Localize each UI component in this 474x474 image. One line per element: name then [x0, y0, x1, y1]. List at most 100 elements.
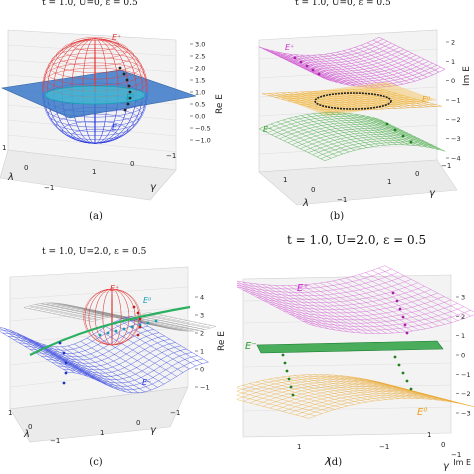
surface-E-plus-line [294, 54, 362, 87]
c-xlabel: λ [23, 429, 30, 440]
surface-E-plus-line [307, 284, 400, 333]
surface-E-minus-plane [256, 340, 444, 354]
surface-E-minus-line [354, 114, 422, 147]
surface-E-minus [258, 112, 446, 161]
c-xtick: −1 [50, 437, 60, 445]
exceptional-point [393, 355, 397, 359]
surface-E0-line [237, 399, 310, 419]
surface-E-minus-line [288, 118, 356, 151]
surface-E-minus-line [16, 332, 95, 380]
surface-E0-ring [44, 85, 146, 105]
surface-E-minus-line [270, 123, 338, 157]
surface-E-plus-line [326, 281, 420, 331]
exceptional-point [62, 351, 66, 355]
surface-E-plus-line [56, 44, 134, 67]
surface-E-minus-line [4, 328, 82, 375]
surface-E-plus-line [336, 52, 404, 85]
surface-E-minus-line [0, 331, 69, 373]
d-ztick-label: 0 [461, 352, 465, 360]
surface-E0-line [237, 387, 329, 412]
panel-d: t = 1.0, U=2.0, ε = 0.5 E⁺ E⁻ E⁰ 3 2 1 0 −1 −2 −3… [237, 233, 474, 474]
exceptional-point [405, 379, 409, 383]
d-ylabel: γ [443, 461, 450, 472]
exceptional-point [123, 108, 127, 112]
panel-a-plot: E⁺ E⁰ E⁻ 3.0 2.5 2.0 1.5 1.0 0.5 0.0 −0.5 −1.0 Re E 1… [0, 29, 225, 201]
surface-E-plus-line [237, 284, 316, 327]
surface-E0-line [320, 374, 413, 399]
exceptional-point [283, 361, 287, 365]
exceptional-point [398, 307, 402, 311]
surface-E0-line [309, 398, 474, 419]
d-ytick: −1 [451, 451, 461, 459]
panel-c-title: t = 1.0, U=2.0, ε = 0.5 [42, 247, 147, 257]
exceptional-point [138, 317, 142, 321]
surface-E-plus-line [345, 277, 439, 327]
surface-E-minus-line [23, 335, 101, 383]
surface-E0-line [237, 391, 323, 414]
exceptional-point [154, 319, 158, 323]
surface-E-plus-line [371, 270, 465, 319]
a-ztick-label: 0.5 [195, 101, 205, 109]
surface-E-minus-line [300, 115, 368, 148]
surface-E-plus-line [313, 283, 407, 332]
label-E-zero: E⁰ [422, 95, 431, 104]
panel-a-title: t = 1.0, U=0, ε = 0.5 [42, 0, 138, 8]
exceptional-point [122, 327, 126, 331]
surface-E-plus-line [270, 50, 338, 83]
a-ztick-label: 3.0 [195, 41, 205, 49]
surface-E0-line [339, 375, 433, 400]
grid-line [258, 86, 438, 98]
b-ztick-label: −3 [451, 135, 461, 143]
a-ztick-label: 2.0 [195, 65, 205, 73]
exceptional-point [403, 323, 407, 327]
surface-E0-line [294, 375, 387, 400]
d-ytick: 0 [441, 441, 445, 449]
surface-E0-line [358, 89, 423, 108]
d-ytick: 1 [427, 431, 431, 439]
grid-line [9, 366, 189, 388]
surface-E-minus-line [0, 327, 76, 374]
surface-E-minus-line [80, 341, 158, 388]
a-xlabel: λ [7, 172, 14, 183]
surface-E0-line [274, 377, 368, 403]
exceptional-point [130, 325, 134, 329]
exceptional-point [305, 64, 309, 68]
surface-E-minus-line [258, 128, 326, 161]
surface-E0-line [287, 376, 381, 401]
label-E-minus: E⁻ [112, 123, 121, 132]
surface-E0-line [365, 88, 430, 108]
b-ytick: 1 [387, 178, 391, 186]
exceptional-point [146, 321, 150, 325]
surface-E-minus-line [360, 114, 428, 148]
d-zlabel: Im E [453, 458, 471, 467]
c-ytick: 0 [136, 419, 140, 427]
surface-E-plus-line [237, 265, 385, 286]
surface-E-plus-line [330, 53, 398, 86]
surface-E-minus-line [342, 112, 410, 146]
surface-grey-line [80, 308, 149, 323]
surface-E-minus-line [264, 126, 332, 159]
c-ylabel: γ [150, 425, 157, 436]
surface-E-minus-line [67, 345, 146, 393]
a-xtick: 1 [2, 144, 6, 152]
d-xtick: 1 [297, 443, 301, 451]
panel-c: t = 1.0, U=2.0, ε = 0.5 E⁺ E⁰ E⁻ 4 3 2 1 0 −1 Re … [0, 237, 237, 474]
surface-E0-line [307, 91, 372, 110]
surface-E0-line [237, 395, 316, 417]
c-ztick-label: 3 [200, 312, 204, 320]
label-E-minus: E⁻ [263, 125, 272, 134]
surface-E0-line [313, 374, 407, 399]
a-ztick-label: 1.5 [195, 77, 205, 85]
surface-E-minus-line [312, 113, 380, 146]
grid-line [242, 362, 452, 368]
surface-E-minus-line [105, 326, 184, 373]
surface-grey-line [40, 303, 110, 318]
back-wall [9, 266, 189, 410]
surface-E-plus-line [312, 55, 380, 88]
surface-E-plus [258, 37, 446, 88]
surface-E-plus-line [258, 46, 326, 79]
surface-E-plus-line [358, 274, 452, 323]
label-E-plus: E⁺ [297, 283, 309, 294]
label-E-zero: E⁰ [143, 296, 152, 305]
